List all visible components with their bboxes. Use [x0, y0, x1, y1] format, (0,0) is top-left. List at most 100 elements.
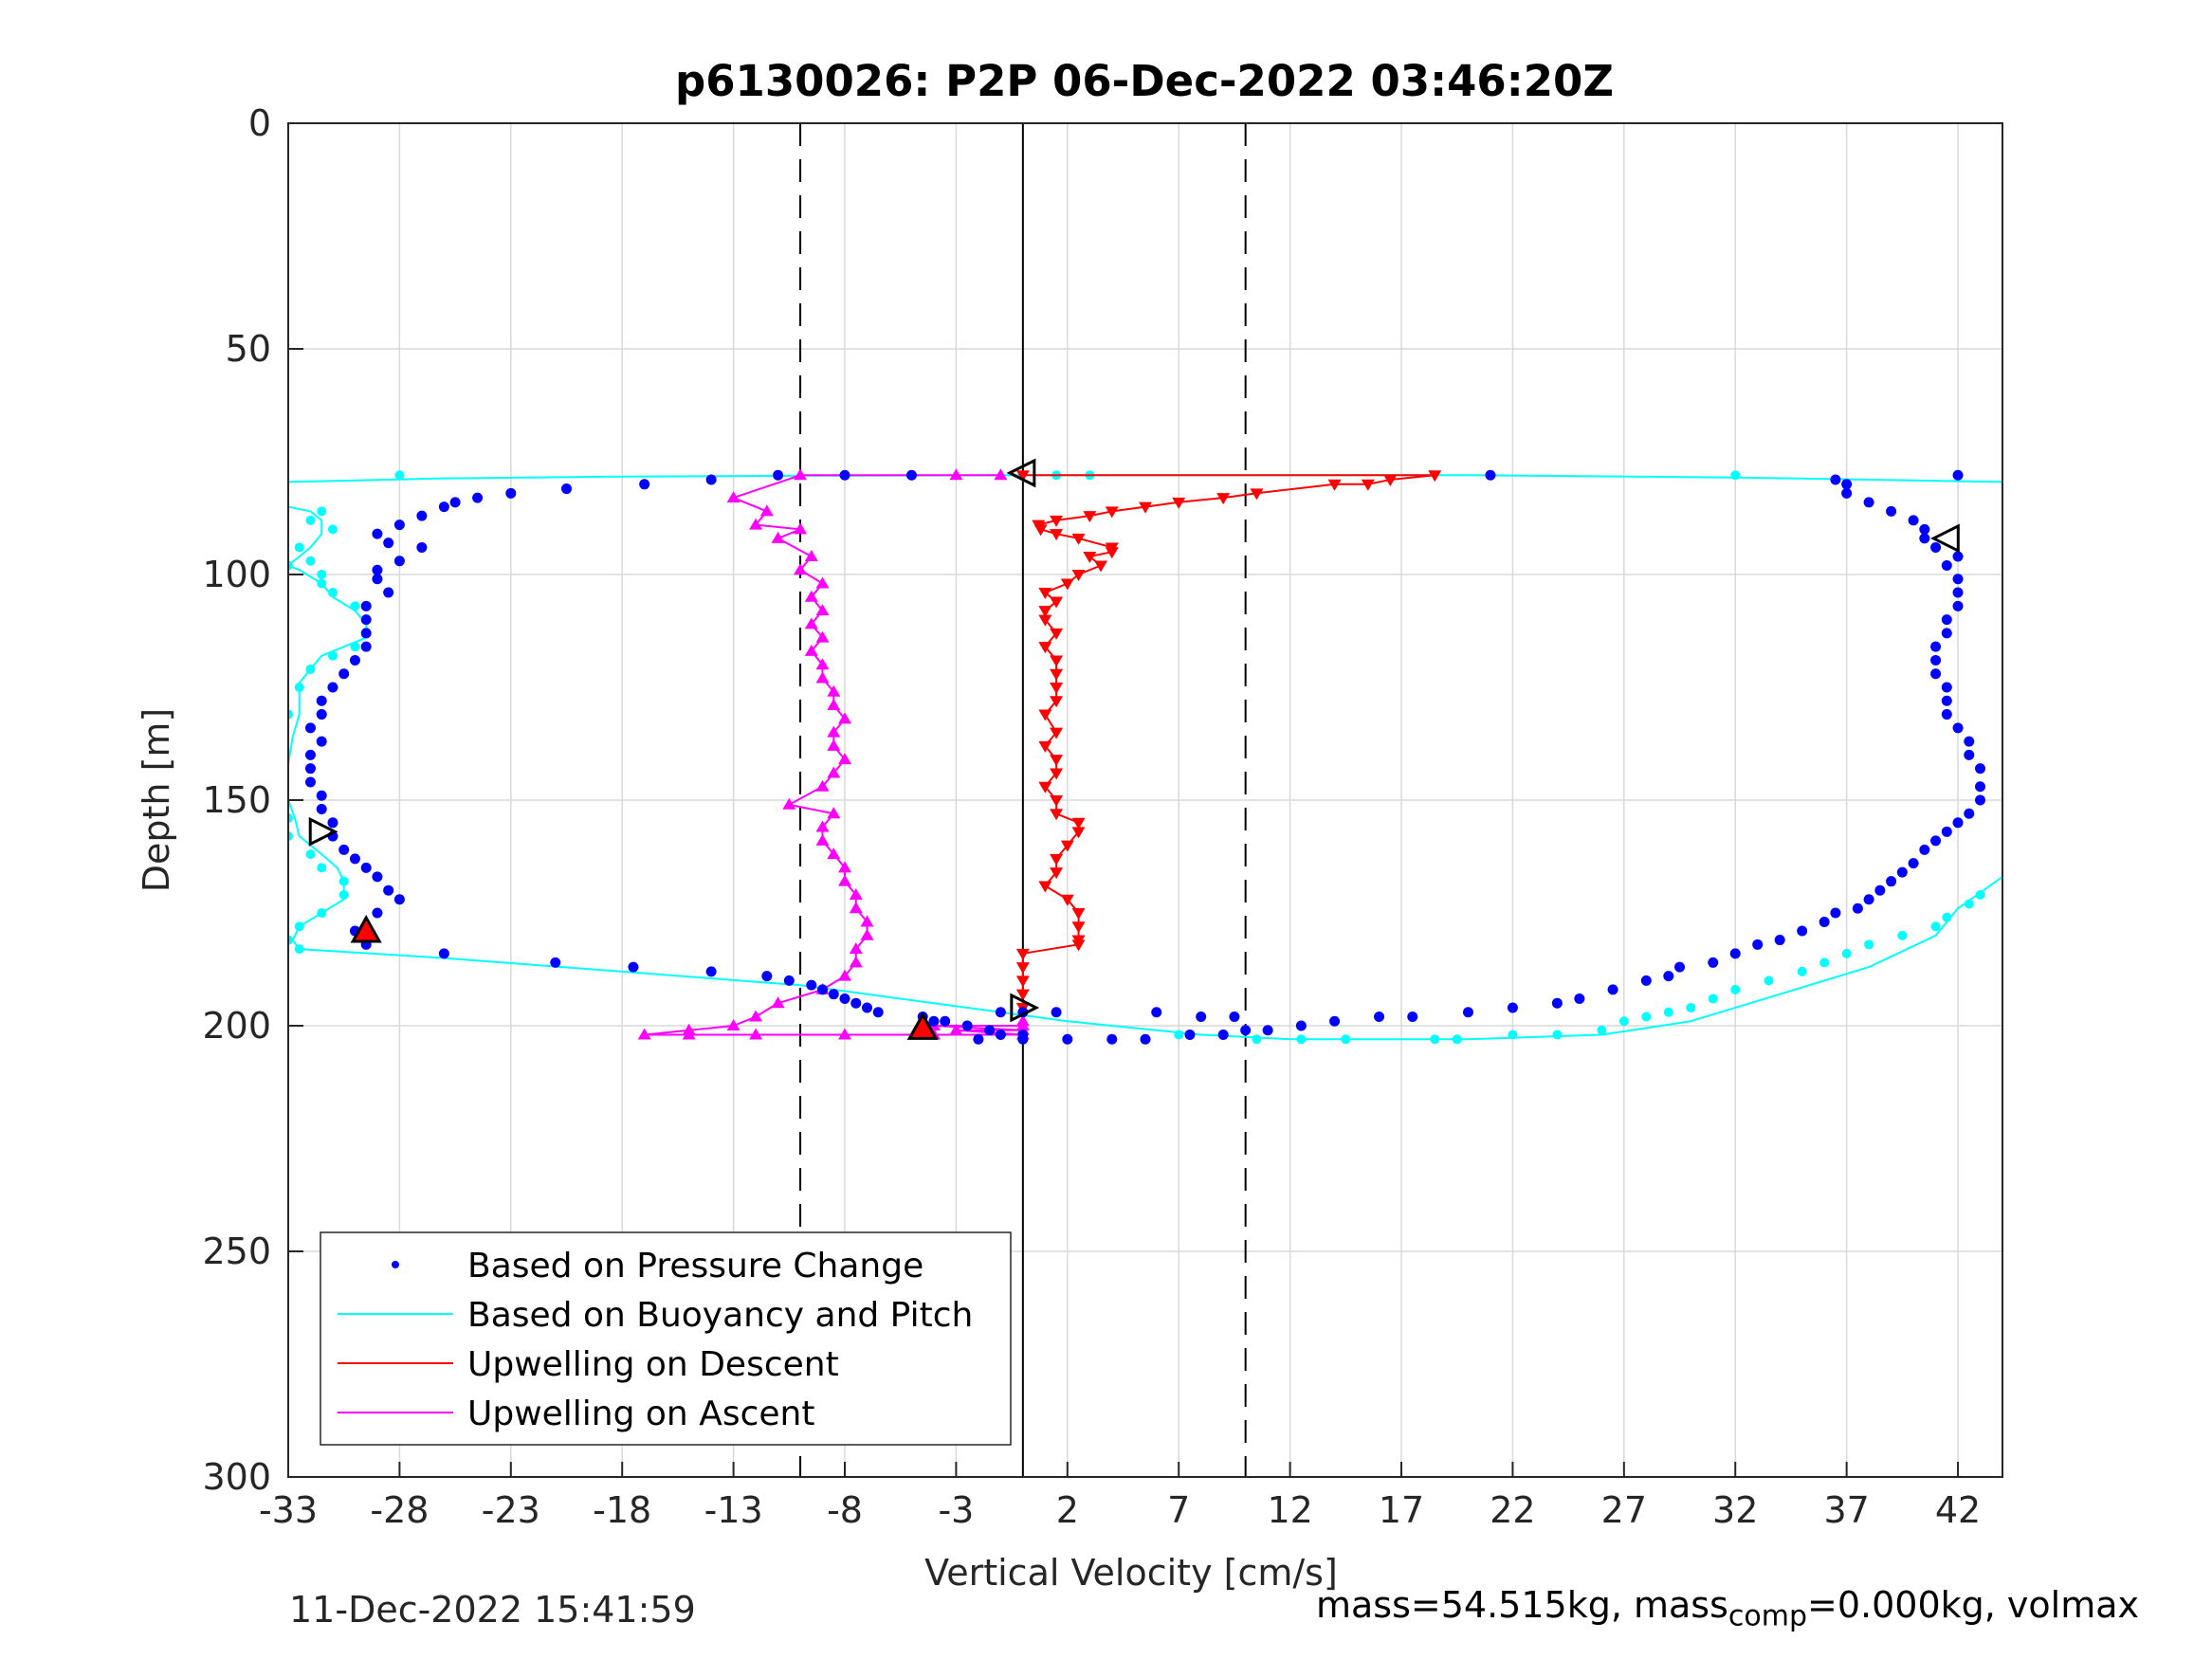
descent-point	[1015, 975, 1030, 988]
ascent-point	[849, 902, 863, 914]
buoyancy-point	[317, 863, 327, 873]
ascent-point	[749, 1028, 763, 1040]
ascent-point	[838, 753, 852, 765]
pressure-point	[327, 682, 338, 693]
y-tick-label: 250	[202, 1231, 271, 1272]
pressure-point	[1329, 1015, 1341, 1027]
ascent-point	[849, 956, 863, 968]
pressure-point	[1752, 939, 1764, 950]
pressure-point	[1952, 587, 1964, 598]
descent-point	[1060, 578, 1074, 591]
pressure-point	[416, 510, 428, 521]
buoyancy-point	[1641, 1012, 1652, 1022]
ascent-point	[827, 725, 841, 738]
pressure-point	[1975, 794, 1986, 806]
pressure-point	[1930, 835, 1942, 847]
buoyancy-point	[1618, 1016, 1629, 1027]
pressure-point	[372, 907, 383, 919]
pressure-point	[316, 695, 327, 706]
pressure-point	[372, 574, 383, 585]
chart-title: p6130026: P2P 06-Dec-2022 03:46:20Z	[675, 56, 1614, 106]
buoyancy-point	[1975, 889, 1985, 900]
descent-point	[1172, 497, 1186, 509]
descent-point	[1216, 493, 1231, 505]
y-tick-label: 300	[202, 1456, 271, 1498]
pressure-point	[1140, 1033, 1151, 1045]
ascent-point	[815, 630, 830, 643]
pressure-point	[817, 984, 829, 995]
ascent-point	[682, 1028, 696, 1040]
descent-point	[1038, 881, 1052, 893]
pressure-point	[1407, 1011, 1418, 1022]
buoyancy-point	[1252, 1034, 1262, 1045]
ascent-point	[827, 807, 841, 819]
buoyancy-point	[288, 560, 293, 571]
pressure-point	[1952, 722, 1964, 734]
legend: Based on Pressure Change Based on Buoyanc…	[320, 1231, 1012, 1446]
descent-point	[1071, 570, 1086, 581]
pressure-point	[1941, 682, 1952, 693]
buoyancy-point	[1430, 1034, 1440, 1045]
descent-point	[1105, 547, 1119, 559]
pressure-point	[1663, 971, 1674, 982]
pressure-point	[1952, 817, 1964, 829]
pressure-point	[304, 763, 316, 775]
pressure-point	[1941, 559, 1952, 571]
pressure-point	[1674, 961, 1686, 973]
descent-point	[1071, 817, 1086, 830]
pressure-point	[1729, 948, 1741, 959]
descent-point	[1050, 529, 1064, 541]
pressure-point	[316, 790, 327, 801]
ascent-point	[794, 563, 808, 575]
data-series	[288, 468, 2002, 1045]
pressure-point	[1930, 668, 1942, 680]
pressure-point	[1196, 1011, 1207, 1022]
descent-point	[1050, 655, 1064, 667]
pressure-point	[1217, 1030, 1229, 1041]
pressure-point	[472, 492, 484, 503]
ascent-point	[804, 617, 818, 629]
pressure-point	[1874, 884, 1886, 896]
pressure-point	[360, 862, 372, 873]
ascent-point	[949, 468, 963, 481]
ascent-point	[838, 712, 852, 724]
x-tick-label: 27	[1601, 1489, 1647, 1531]
buoyancy-point	[1663, 1007, 1673, 1017]
pressure-point	[1975, 763, 1986, 775]
descent-point	[1015, 989, 1030, 1001]
pressure-point	[1062, 1033, 1073, 1045]
pressure-point	[1151, 1007, 1162, 1018]
pressure-point	[1941, 628, 1952, 639]
pressure-point	[383, 538, 394, 549]
pressure-point	[1919, 844, 1930, 855]
buoyancy-point	[1797, 966, 1807, 976]
pressure-point	[628, 961, 639, 973]
descent-point	[1038, 614, 1052, 627]
buoyancy-point	[305, 849, 316, 860]
ascent-point	[827, 738, 841, 751]
pressure-point	[304, 749, 316, 760]
ascent-point	[815, 779, 830, 792]
pressure-point	[372, 564, 383, 575]
buoyancy-point	[1942, 912, 1952, 922]
descent-point	[1050, 755, 1064, 767]
x-tick-label: 2	[1056, 1489, 1079, 1531]
x-tick-label: -8	[827, 1489, 863, 1531]
pressure-point	[1607, 984, 1618, 995]
pressure-point	[1886, 876, 1897, 887]
annotation-marker	[906, 1012, 939, 1040]
buoyancy-point	[317, 908, 327, 918]
footer-mass-prefix: mass=54.515kg, mass	[1316, 1584, 1728, 1626]
annotation-marker	[1006, 458, 1036, 488]
ascent-point	[782, 797, 796, 810]
buoyancy-point	[1174, 1030, 1184, 1040]
descent-point	[1050, 515, 1064, 527]
descent-point	[1327, 479, 1342, 491]
buoyancy-point	[1864, 939, 1874, 950]
descent-point	[1071, 827, 1086, 839]
legend-label: Upwelling on Ascent	[467, 1395, 814, 1433]
pressure-point	[393, 894, 405, 905]
pressure-point	[1640, 975, 1652, 986]
pressure-point	[1930, 541, 1942, 553]
buoyancy-point	[294, 944, 304, 955]
